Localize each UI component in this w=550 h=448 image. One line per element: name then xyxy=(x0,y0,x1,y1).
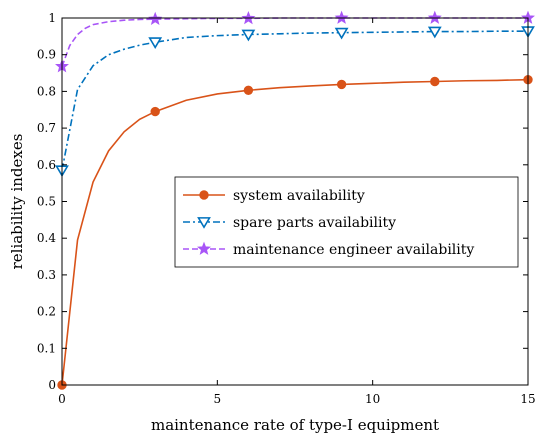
data-point xyxy=(243,85,254,95)
legend-marker xyxy=(197,217,211,229)
data-point xyxy=(427,10,442,24)
legend-label: system availability xyxy=(233,188,365,204)
legend-items: system availability spare parts availabil… xyxy=(183,188,474,258)
data-point xyxy=(148,37,163,50)
legend: system availability spare parts availabil… xyxy=(174,176,519,268)
legend-marker xyxy=(197,241,211,255)
y-tick-label: 0.8 xyxy=(37,84,56,98)
y-tick-label: 0.6 xyxy=(37,158,56,172)
y-tick-label: 0.4 xyxy=(37,231,56,245)
ticks-layer: 0 5 10 15 0 0.1 0.2 0.3 0.4 0.5 0.6 0.7 0.8 0.9 1 xyxy=(37,11,536,406)
y-tick-label: 0 xyxy=(48,378,56,392)
x-tick-label: 0 xyxy=(58,392,66,406)
y-tick-label: 0.5 xyxy=(37,195,56,209)
legend-box xyxy=(174,176,519,268)
series-2 xyxy=(55,10,535,73)
y-tick-label: 0.9 xyxy=(37,48,56,62)
x-tick-label: 15 xyxy=(520,392,535,406)
y-axis-label: reliability indexes xyxy=(8,134,26,270)
series-line xyxy=(61,17,528,67)
y-tick-label: 1 xyxy=(48,11,56,25)
data-point xyxy=(334,10,349,24)
y-tick-label: 0.7 xyxy=(37,121,56,135)
data-point xyxy=(336,79,347,90)
x-axis-label: maintenance rate of type-I equipment xyxy=(151,416,439,434)
y-tick-label: 0.2 xyxy=(37,305,56,319)
series-line xyxy=(61,30,528,171)
legend-item: spare parts availability xyxy=(183,215,396,231)
legend-label: spare parts availability xyxy=(233,215,396,231)
legend-item: system availability xyxy=(183,188,365,204)
legend-item: maintenance engineer availability xyxy=(183,241,474,258)
series-0 xyxy=(57,74,533,390)
plot-layer xyxy=(55,10,535,390)
data-point xyxy=(150,106,160,117)
data-point xyxy=(334,27,349,40)
y-tick-label: 0.1 xyxy=(37,341,56,355)
y-tick-label: 0.3 xyxy=(37,268,56,282)
legend-label: maintenance engineer availability xyxy=(233,242,474,258)
data-point xyxy=(241,29,256,42)
series-1 xyxy=(55,26,535,178)
data-point xyxy=(427,26,442,39)
x-tick-label: 5 xyxy=(214,392,222,406)
legend-marker xyxy=(199,190,209,200)
data-point xyxy=(430,76,440,87)
x-tick-label: 10 xyxy=(365,392,380,406)
